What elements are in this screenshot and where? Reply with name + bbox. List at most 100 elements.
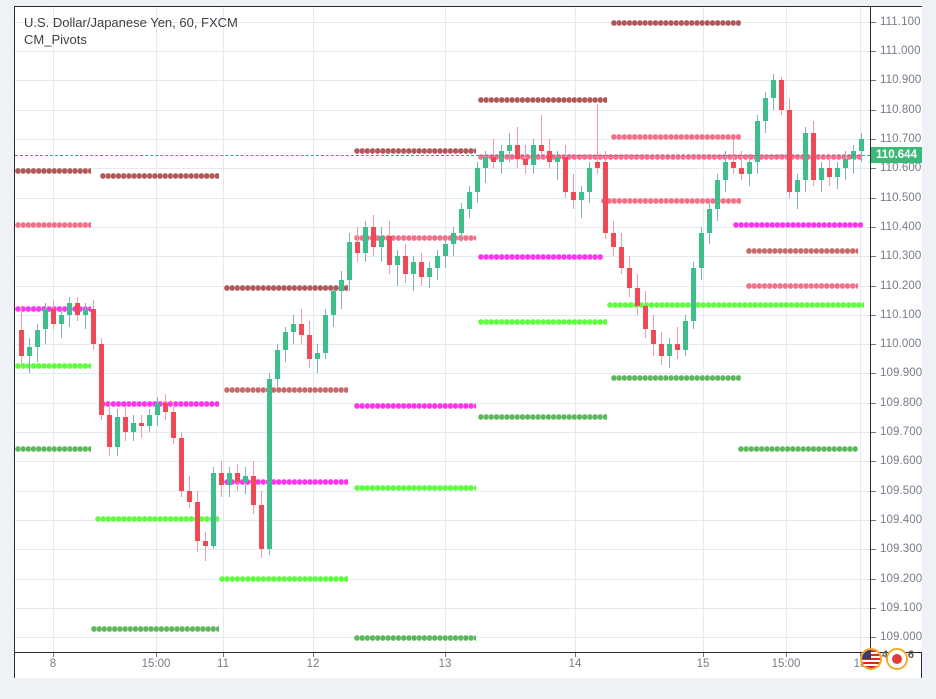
pivot-line-s1 [607,301,864,309]
time-tick-label: 15 [696,658,710,670]
gridline [15,432,870,433]
price-tick [871,80,876,81]
price-tick [871,608,876,609]
candle-body [491,156,496,163]
gridline [15,256,870,257]
pivot-line-r1 [15,221,91,229]
gridline [860,7,861,652]
price-tick [871,315,876,316]
candle-body [43,308,48,330]
price-tick-label: 109.100 [880,602,922,614]
chart-frame: 111.100 111.000 110.900 110.800 110.700 110.6… [14,6,922,678]
gridline [156,7,157,652]
candle-body [227,473,232,485]
news-flags[interactable]: 4 6 [859,647,914,673]
candle-body [371,226,376,248]
gridline [15,198,870,199]
candle-wick [141,414,142,438]
price-tick-label: 109.800 [880,397,922,409]
candle-body [315,352,320,359]
candle-body [507,144,512,151]
candle-body [219,473,224,485]
candle-body [379,235,384,248]
us-flag-icon[interactable]: 4 [859,647,888,673]
gridline [15,51,870,52]
gridline [15,227,870,228]
candle-wick [581,185,582,219]
pivot-line-r2 [224,386,348,394]
candle-body [443,244,448,257]
candle-wick [573,174,574,210]
candle-body [467,191,472,210]
candle-body [275,350,280,380]
price-tick [871,520,876,521]
price-tick-label: 110.700 [880,133,922,145]
candle-body [755,121,760,163]
pivot-line-p [733,221,863,229]
candle-body [515,144,520,160]
pivot-line-r3 [100,172,219,180]
time-tick-label: 11 [217,658,229,670]
candle-body [563,156,568,192]
candle-body [419,262,424,277]
price-tick-label: 110.000 [880,338,922,350]
gridline [786,7,787,652]
gridline [15,549,870,550]
time-axis[interactable]: 8 15:00 11 12 13 14 15 15:00 18 [15,652,921,678]
gridline [15,80,870,81]
candle-body [555,156,560,163]
gridline [15,608,870,609]
pivot-line-s2 [354,634,476,642]
candle-body [83,308,88,315]
price-tick [871,403,876,404]
time-tick-label: 12 [306,658,320,670]
candle-wick [61,308,62,339]
candle-body [139,423,144,427]
price-tick-label: 111.100 [880,16,921,28]
pivot-line-s1 [219,575,348,583]
candle-body [715,179,720,210]
time-tick-label: 15:00 [771,658,801,670]
candle-body [771,80,776,98]
price-tick [871,637,876,638]
candle-body [835,168,840,178]
pivot-line-r1 [746,282,858,290]
current-price-line [15,155,870,157]
chart-plot-area[interactable] [15,7,870,652]
candle-body [243,476,248,482]
candle-body [603,162,608,233]
gridline [15,315,870,316]
candle-body [803,133,808,180]
gridline [445,7,446,652]
candle-body [587,168,592,192]
candle-body [91,308,96,345]
candle-wick [397,250,398,286]
candle-body [731,162,736,169]
price-tick-label: 110.400 [880,221,922,233]
price-tick-label: 109.400 [880,514,922,526]
candle-body [131,423,136,433]
candle-body [67,303,72,315]
candle-body [547,150,552,163]
price-tick [871,373,876,374]
candle-body [843,159,848,169]
candle-body [643,306,648,330]
candle-body [267,379,272,550]
candle-body [187,490,192,503]
candle-body [779,80,784,110]
candle-body [211,473,216,547]
candle-body [323,314,328,353]
candle-wick [541,115,542,157]
candle-body [99,344,104,415]
candle-body [179,437,184,491]
jp-flag-icon[interactable]: 6 [885,647,914,673]
time-tick [313,653,314,657]
price-axis[interactable]: 111.100 111.000 110.900 110.800 110.700 110.6… [870,7,922,652]
price-tick-label: 110.200 [880,280,922,292]
candle-body [259,505,264,550]
candle-body [339,279,344,292]
candle-wick [741,150,742,180]
price-tick [871,110,876,111]
candle-body [75,303,80,315]
